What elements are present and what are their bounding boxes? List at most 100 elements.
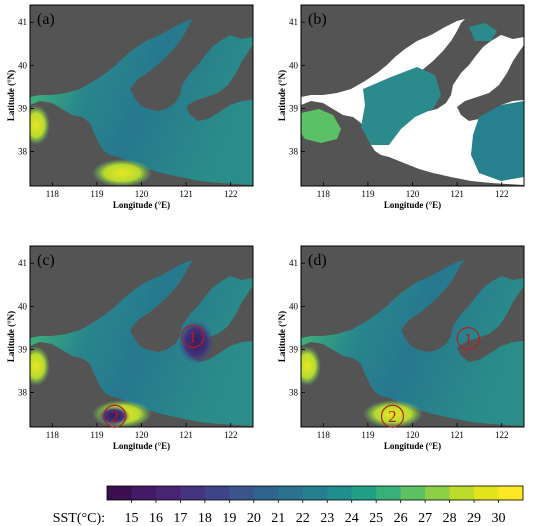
colorbar-swatch [107, 486, 132, 500]
colorbar-tick-label: 27 [418, 511, 432, 526]
colorbar: SST(°C): 15 16 17 18 19 20 21 22 23 24 25 26 27 28 29 30 [53, 485, 524, 526]
colorbar-swatch [155, 486, 181, 500]
x-tick-label: 119 [361, 189, 375, 199]
sst-patch [471, 101, 524, 181]
region-circle [181, 324, 205, 349]
x-tick-label: 121 [179, 189, 193, 199]
colorbar-tick-label: 16 [149, 511, 163, 526]
colorbar-tick-label: 20 [247, 511, 261, 526]
colorbar-label: SST(°C): [53, 511, 105, 526]
colorbar-swatch [180, 486, 206, 500]
x-tick-label: 118 [46, 189, 60, 199]
colorbar-swatch [351, 486, 377, 500]
x-tick-label: 121 [450, 189, 464, 199]
colorbar-tick-label: 22 [296, 511, 310, 526]
colorbar-swatch [204, 486, 230, 500]
y-axis-label: Latitude (°N) [6, 70, 16, 121]
colorbar-swatch [131, 486, 157, 500]
x-tick-label: 122 [224, 430, 238, 440]
colorbar-swatch [376, 486, 402, 500]
panel-label: (c) [37, 252, 55, 269]
colorbar-swatch [253, 486, 279, 500]
colorbar-tick-label: 17 [173, 511, 187, 526]
x-axis-label: Longitude (°E) [384, 441, 441, 451]
y-tick-label: 39 [289, 344, 299, 354]
colorbar-tick-label: 28 [443, 511, 457, 526]
x-axis-label: Longitude (°E) [384, 200, 441, 210]
region-label: 2 [110, 407, 119, 426]
colorbar-tick-label: 26 [394, 511, 408, 526]
y-tick-label: 38 [289, 388, 299, 398]
colorbar-tick-label: 29 [467, 511, 481, 526]
colorbar-tick-label: 18 [198, 511, 212, 526]
y-tick-label: 39 [18, 344, 28, 354]
x-tick-label: 120 [135, 189, 149, 199]
colorbar-swatch [449, 486, 475, 500]
y-tick-label: 40 [289, 60, 299, 70]
colorbar-frame [106, 485, 524, 501]
x-tick-label: 122 [224, 189, 238, 199]
warm-region [30, 105, 50, 145]
sea-area [301, 260, 524, 426]
y-tick-label: 41 [18, 17, 27, 27]
x-tick-label: 120 [406, 189, 420, 199]
warm-region [92, 159, 152, 186]
x-tick-label: 119 [90, 430, 104, 440]
y-tick-label: 40 [289, 301, 299, 311]
x-tick-label: 119 [90, 189, 104, 199]
x-tick-label: 118 [317, 189, 331, 199]
x-tick-label: 122 [495, 189, 509, 199]
region-label: 2 [388, 407, 397, 426]
y-tick-label: 39 [289, 103, 299, 113]
sea-area [30, 260, 253, 426]
colorbar-swatch [278, 486, 304, 500]
y-axis-label: Latitude (°N) [6, 311, 16, 362]
y-tick-label: 41 [289, 17, 298, 27]
y-tick-label: 40 [18, 60, 28, 70]
y-tick-label: 40 [18, 301, 28, 311]
cold-anomaly [178, 320, 214, 364]
y-axis-label: Latitude (°N) [277, 311, 287, 362]
x-tick-label: 122 [495, 430, 509, 440]
x-tick-label: 119 [361, 430, 375, 440]
no-data-area [301, 19, 524, 185]
map-panel-4: 1 2 (d) 118 119 120 121 122 38 39 40 41 Longitude (°… [277, 245, 525, 451]
x-tick-label: 120 [135, 430, 149, 440]
panel-label: (d) [308, 252, 327, 269]
y-tick-label: 41 [289, 258, 298, 268]
colorbar-tick-label: 19 [222, 511, 236, 526]
colorbar-tick-label: 25 [369, 511, 383, 526]
x-tick-label: 121 [450, 430, 464, 440]
x-tick-label: 118 [317, 430, 331, 440]
colorbar-tick-label: 21 [271, 511, 285, 526]
map-panel-3: 1 2 (c) 118 119 120 121 122 38 39 40 41 Longitude (°… [6, 245, 254, 451]
y-tick-label: 39 [18, 103, 28, 113]
panel-label: (a) [37, 11, 55, 28]
colorbar-swatch [425, 486, 451, 500]
colorbar-swatch [327, 486, 353, 500]
region-label: 1 [189, 328, 198, 347]
x-axis-label: Longitude (°E) [113, 441, 170, 451]
y-tick-label: 41 [18, 258, 27, 268]
colorbar-tick-label: 30 [492, 511, 506, 526]
x-tick-label: 121 [179, 430, 193, 440]
warm-region [301, 346, 321, 386]
colorbar-swatch [474, 486, 500, 500]
y-tick-label: 38 [18, 147, 28, 157]
y-tick-label: 38 [18, 388, 28, 398]
warm-region [30, 346, 50, 386]
colorbar-swatch [302, 486, 328, 500]
colorbar-swatch [498, 486, 524, 500]
region-circle [380, 404, 405, 428]
colorbar-swatch [400, 486, 426, 500]
cold-anomaly [98, 406, 130, 426]
sst-patch [301, 109, 341, 143]
colorbar-tick-label: 15 [124, 511, 138, 526]
x-tick-label: 120 [406, 430, 420, 440]
sst-patch [361, 67, 441, 145]
region-label: 1 [464, 330, 473, 349]
x-tick-label: 118 [46, 430, 60, 440]
region-circle [103, 404, 127, 428]
